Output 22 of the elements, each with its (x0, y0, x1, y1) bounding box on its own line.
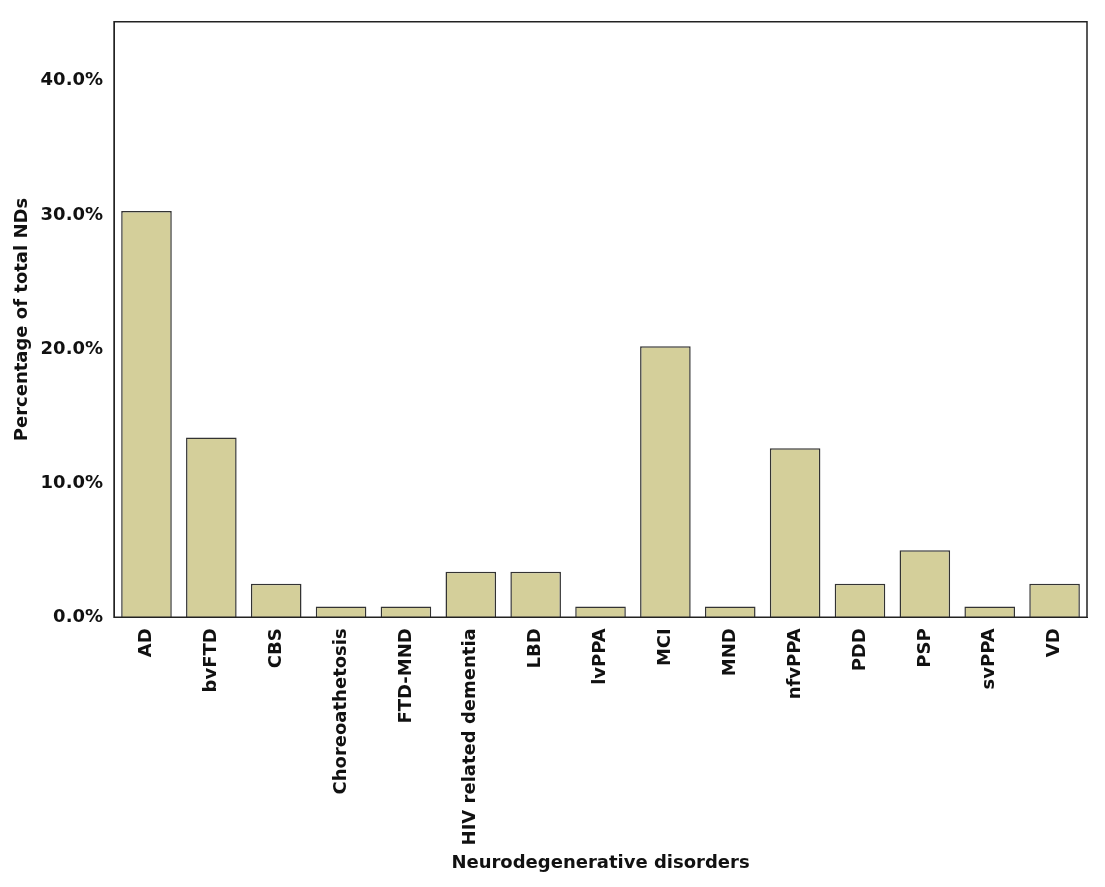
x-tick-label: LBD (523, 628, 545, 669)
y-tick-label: 40.0% (40, 68, 104, 90)
x-tick-label: AD (134, 628, 156, 658)
x-tick-label: Choreoathetosis (328, 628, 350, 795)
x-tick-label: svPPA (977, 628, 999, 690)
y-tick-label: 0.0% (53, 604, 104, 626)
x-tick-label: CBS (263, 628, 285, 669)
y-tick-label: 20.0% (40, 336, 104, 358)
x-tick-label: VD (1042, 628, 1064, 658)
x-tick-label: FTD-MND (393, 628, 415, 724)
x-tick-label: MCI (653, 628, 675, 667)
y-tick-label: 30.0% (40, 202, 104, 224)
x-tick-label: MND (717, 628, 739, 677)
x-axis-title: Neurodegenerative disorders (451, 850, 750, 872)
x-tick-label: nfvPPA (782, 628, 804, 700)
x-tick-label: bvFTD (199, 628, 221, 693)
y-axis-title: Percentage of total NDs (10, 197, 32, 442)
x-tick-label: HIV related dementia (458, 628, 480, 846)
x-tick-label: lvPPA (588, 628, 610, 685)
y-tick-label: 10.0% (40, 470, 104, 492)
x-tick-label: PSP (912, 628, 934, 668)
x-tick-label: PDD (847, 628, 869, 672)
